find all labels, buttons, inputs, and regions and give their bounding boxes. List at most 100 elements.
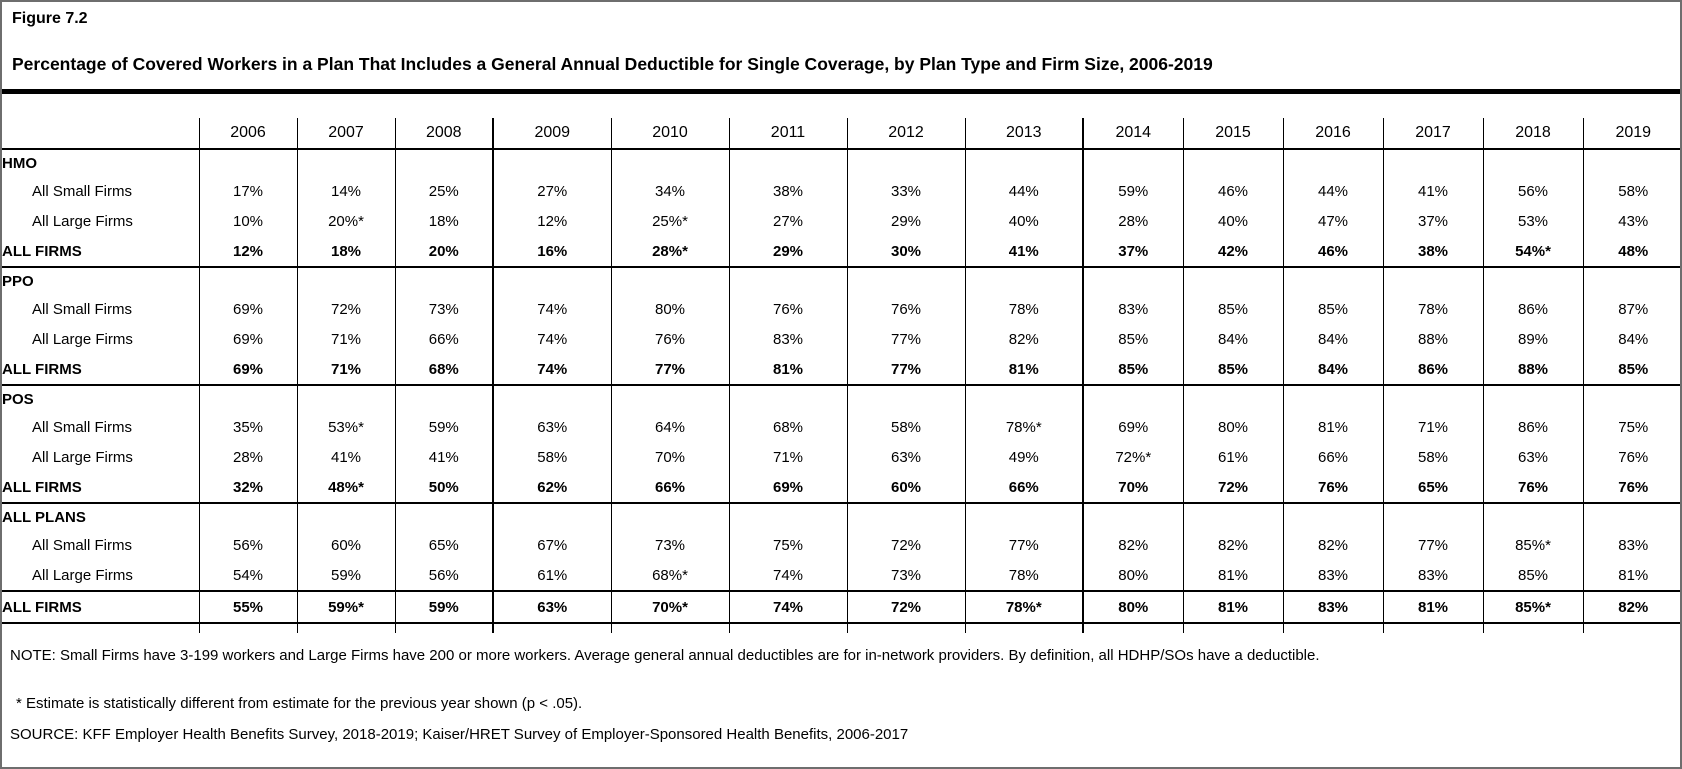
empty-cell bbox=[1482, 149, 1583, 176]
empty-cell bbox=[1082, 385, 1183, 412]
value-cell: 48%* bbox=[296, 472, 395, 503]
value-cell: 14% bbox=[296, 176, 395, 206]
value-cell: 56% bbox=[1482, 176, 1583, 206]
row-label: ALL FIRMS bbox=[2, 360, 82, 378]
value-cell: 75% bbox=[1582, 412, 1680, 442]
value-cell: 62% bbox=[492, 472, 611, 503]
value-cell: 76% bbox=[610, 324, 729, 354]
value-cell: 55% bbox=[198, 591, 297, 623]
figure-label: Figure 7.2 bbox=[12, 10, 88, 27]
value-cell: 74% bbox=[492, 324, 611, 354]
value-cell: 28% bbox=[1082, 206, 1183, 236]
value-cell: 76% bbox=[1582, 442, 1680, 472]
year-header: 2018 bbox=[1482, 118, 1583, 150]
row-label: All Small Firms bbox=[32, 536, 132, 554]
value-cell: 60% bbox=[296, 530, 395, 560]
empty-cell bbox=[198, 267, 297, 294]
row-label: ALL FIRMS bbox=[2, 242, 82, 260]
value-cell: 86% bbox=[1482, 294, 1583, 324]
empty-cell bbox=[394, 385, 493, 412]
empty-cell bbox=[1382, 385, 1483, 412]
section-header-row: PPO bbox=[2, 267, 1680, 294]
empty-cell bbox=[1482, 623, 1583, 633]
empty-cell bbox=[1582, 623, 1680, 633]
value-cell: 34% bbox=[610, 176, 729, 206]
deductible-table: 2006 2007 2008 2009 2010 2011 2012 2013 2014 2015… bbox=[2, 118, 1680, 633]
value-cell: 74% bbox=[728, 591, 847, 623]
table-row: All Large Firms 69% 71% 66% 74% 76% 83% 77% 82% 8… bbox=[2, 324, 1680, 354]
value-cell: 84% bbox=[1582, 324, 1680, 354]
value-cell: 84% bbox=[1182, 324, 1283, 354]
value-cell: 66% bbox=[394, 324, 493, 354]
value-cell: 41% bbox=[964, 236, 1083, 267]
value-cell: 29% bbox=[728, 236, 847, 267]
value-cell: 77% bbox=[964, 530, 1083, 560]
value-cell: 71% bbox=[728, 442, 847, 472]
empty-cell bbox=[610, 385, 729, 412]
value-cell: 81% bbox=[1282, 412, 1383, 442]
value-cell: 85% bbox=[1282, 294, 1383, 324]
value-cell: 38% bbox=[728, 176, 847, 206]
empty-cell bbox=[610, 149, 729, 176]
all-firms-row: ALL FIRMS 69% 71% 68% 74% 77% 81% 77% 81% 85% 85% 8… bbox=[2, 354, 1680, 385]
value-cell: 76% bbox=[846, 294, 965, 324]
empty-cell bbox=[1082, 267, 1183, 294]
empty-cell bbox=[1482, 503, 1583, 530]
empty-cell bbox=[964, 623, 1083, 633]
section-label: ALL PLANS bbox=[2, 508, 86, 526]
value-cell: 40% bbox=[1182, 206, 1283, 236]
year-header-row: 2006 2007 2008 2009 2010 2011 2012 2013 2014 2015… bbox=[2, 118, 1680, 150]
empty-cell bbox=[1182, 503, 1283, 530]
table-row: All Small Firms 69% 72% 73% 74% 80% 76% 76% 78% 8… bbox=[2, 294, 1680, 324]
value-cell: 67% bbox=[492, 530, 611, 560]
value-cell: 80% bbox=[1082, 560, 1183, 591]
significance-note: * Estimate is statistically different fr… bbox=[16, 695, 583, 712]
row-label: All Large Firms bbox=[32, 448, 133, 466]
empty-cell bbox=[296, 385, 395, 412]
empty-cell bbox=[1182, 385, 1283, 412]
empty-cell bbox=[846, 503, 965, 530]
empty-cell bbox=[394, 149, 493, 176]
empty-cell bbox=[394, 267, 493, 294]
value-cell: 83% bbox=[1582, 530, 1680, 560]
value-cell: 69% bbox=[198, 354, 297, 385]
title-block: Figure 7.2 Percentage of Covered Workers… bbox=[2, 2, 1680, 89]
value-cell: 71% bbox=[1382, 412, 1483, 442]
empty-cell bbox=[296, 503, 395, 530]
value-cell: 28%* bbox=[610, 236, 729, 267]
row-label: All Large Firms bbox=[32, 212, 133, 230]
value-cell: 63% bbox=[492, 591, 611, 623]
value-cell: 72% bbox=[846, 591, 965, 623]
row-label: ALL FIRMS bbox=[2, 478, 82, 496]
value-cell: 69% bbox=[198, 324, 297, 354]
value-cell: 54%* bbox=[1482, 236, 1583, 267]
value-cell: 85%* bbox=[1482, 591, 1583, 623]
value-cell: 81% bbox=[1182, 591, 1283, 623]
value-cell: 48% bbox=[1582, 236, 1680, 267]
value-cell: 63% bbox=[1482, 442, 1583, 472]
value-cell: 71% bbox=[296, 354, 395, 385]
empty-cell bbox=[1382, 267, 1483, 294]
value-cell: 27% bbox=[492, 176, 611, 206]
value-cell: 66% bbox=[610, 472, 729, 503]
value-cell: 59% bbox=[394, 591, 493, 623]
year-header: 2008 bbox=[394, 118, 493, 150]
value-cell: 80% bbox=[610, 294, 729, 324]
value-cell: 35% bbox=[198, 412, 297, 442]
value-cell: 76% bbox=[728, 294, 847, 324]
value-cell: 37% bbox=[1082, 236, 1183, 267]
year-header: 2014 bbox=[1082, 118, 1183, 150]
value-cell: 20% bbox=[394, 236, 493, 267]
empty-cell bbox=[728, 385, 847, 412]
value-cell: 76% bbox=[1282, 472, 1383, 503]
empty-cell bbox=[1482, 385, 1583, 412]
value-cell: 75% bbox=[728, 530, 847, 560]
section-header-row: HMO bbox=[2, 149, 1680, 176]
value-cell: 46% bbox=[1282, 236, 1383, 267]
empty-cell bbox=[492, 149, 611, 176]
value-cell: 80% bbox=[1082, 591, 1183, 623]
value-cell: 65% bbox=[1382, 472, 1483, 503]
value-cell: 85% bbox=[1082, 354, 1183, 385]
year-header: 2017 bbox=[1382, 118, 1483, 150]
